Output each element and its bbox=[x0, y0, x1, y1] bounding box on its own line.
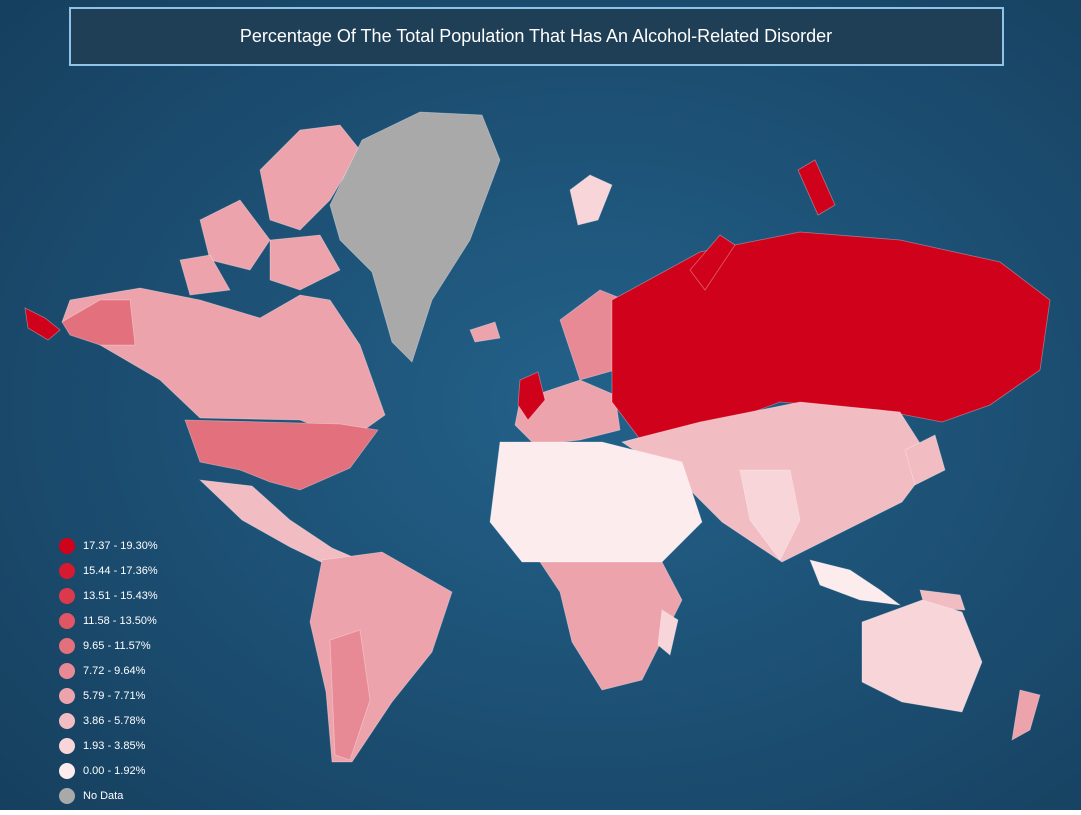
legend-label: 3.86 - 5.78% bbox=[83, 715, 146, 727]
country bbox=[269, 234, 341, 291]
legend-label: 7.72 - 9.64% bbox=[83, 665, 146, 677]
legend-swatch bbox=[59, 788, 75, 804]
legend: 17.37 - 19.30% 15.44 - 17.36% 13.51 - 15.4… bbox=[59, 538, 158, 804]
legend-label: 5.79 - 7.71% bbox=[83, 690, 146, 702]
country bbox=[797, 159, 836, 216]
country bbox=[489, 441, 703, 563]
legend-swatch bbox=[59, 713, 75, 729]
legend-swatch bbox=[59, 763, 75, 779]
country bbox=[657, 609, 679, 656]
country bbox=[569, 174, 613, 226]
legend-label: 11.58 - 13.50% bbox=[83, 615, 157, 627]
country bbox=[517, 371, 546, 421]
legend-label: 9.65 - 11.57% bbox=[83, 640, 151, 652]
legend-swatch bbox=[59, 738, 75, 754]
legend-swatch bbox=[59, 638, 75, 654]
country bbox=[1011, 689, 1041, 741]
legend-label: No Data bbox=[83, 790, 124, 802]
country bbox=[689, 234, 736, 291]
legend-swatch bbox=[59, 688, 75, 704]
country bbox=[469, 321, 501, 343]
country bbox=[199, 199, 271, 271]
country bbox=[904, 434, 946, 486]
legend-swatch bbox=[59, 563, 75, 579]
country bbox=[329, 629, 371, 761]
world-map bbox=[24, 111, 1051, 763]
country bbox=[539, 561, 683, 691]
legend-label: 0.00 - 1.92% bbox=[83, 765, 146, 777]
country bbox=[739, 469, 801, 561]
country bbox=[24, 307, 61, 341]
country bbox=[184, 419, 379, 491]
map-title: Percentage Of The Total Population That … bbox=[240, 26, 832, 46]
legend-swatch bbox=[59, 613, 75, 629]
country bbox=[61, 287, 386, 441]
legend-swatch bbox=[59, 663, 75, 679]
legend-label: 15.44 - 17.36% bbox=[83, 565, 158, 577]
legend-swatch bbox=[59, 588, 75, 604]
country bbox=[329, 111, 501, 363]
country bbox=[179, 254, 231, 296]
country bbox=[61, 299, 136, 346]
legend-label: 1.93 - 3.85% bbox=[83, 740, 146, 752]
title-box bbox=[69, 7, 1004, 66]
country bbox=[861, 599, 983, 713]
legend-label: 17.37 - 19.30% bbox=[83, 540, 158, 552]
country bbox=[809, 559, 902, 606]
legend-label: 13.51 - 15.43% bbox=[83, 590, 158, 602]
legend-swatch bbox=[59, 538, 75, 554]
